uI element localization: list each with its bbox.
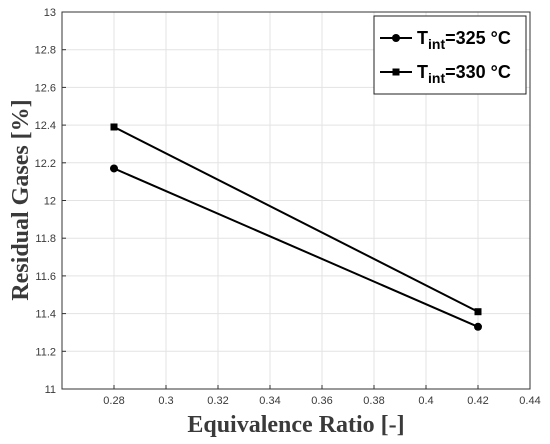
x-axis-title: Equivalence Ratio [-] xyxy=(187,412,404,438)
legend-label: Tint=325 °C xyxy=(417,28,511,52)
y-tick-label: 11.8 xyxy=(35,233,56,245)
y-tick-label: 12.2 xyxy=(35,158,56,170)
series-line-2 xyxy=(113,126,479,313)
x-tick-label: 0.38 xyxy=(363,395,384,407)
data-point xyxy=(110,123,118,131)
data-point xyxy=(474,322,482,331)
y-tick-label: 12.6 xyxy=(35,82,56,94)
x-tick-label: 0.42 xyxy=(467,395,488,407)
data-point xyxy=(110,164,118,173)
legend-box xyxy=(373,15,527,95)
ticks: 0.28 0.3 0.32 0.34 0.36 0.38 0.4 0.42 0.44 11 11.2… xyxy=(35,7,541,407)
y-tick-label: 11.6 xyxy=(35,271,56,283)
series xyxy=(110,123,482,331)
x-tick-label: 0.44 xyxy=(519,395,540,407)
legend-label: Tint=330 °C xyxy=(417,62,511,86)
x-tick-label: 0.3 xyxy=(158,395,173,407)
legend-marker xyxy=(392,34,400,42)
x-tick-label: 0.28 xyxy=(103,395,124,407)
y-tick-label: 11 xyxy=(45,384,56,396)
y-tick-label: 11.4 xyxy=(35,309,56,321)
data-point xyxy=(474,308,482,316)
y-tick-label: 11.2 xyxy=(35,346,56,358)
y-axis-title: Residual Gases [%] xyxy=(8,99,34,300)
legend: Tint=325 °C Tint=330 °C xyxy=(373,15,527,95)
x-tick-label: 0.4 xyxy=(418,395,433,407)
x-tick-label: 0.36 xyxy=(311,395,332,407)
y-tick-label: 13 xyxy=(44,7,56,19)
y-tick-label: 12.4 xyxy=(35,120,56,132)
x-tick-label: 0.34 xyxy=(259,395,280,407)
series-line-1 xyxy=(113,167,479,328)
legend-marker xyxy=(392,68,400,76)
x-tick-label: 0.32 xyxy=(207,395,228,407)
y-tick-label: 12.8 xyxy=(35,45,56,57)
y-tick-label: 12 xyxy=(44,196,56,208)
